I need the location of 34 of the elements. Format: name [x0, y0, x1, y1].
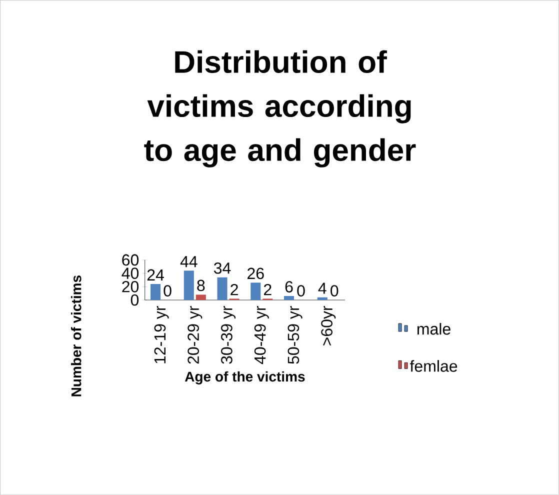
- bar: [150, 284, 161, 300]
- x-tick-label: 40-49 yr: [254, 306, 269, 364]
- bar: [196, 294, 206, 300]
- data-label: 0: [297, 285, 305, 297]
- y-axis-title: Number of victims: [70, 276, 82, 396]
- data-label: 24: [147, 269, 164, 280]
- data-label: 6: [285, 281, 293, 293]
- bar: [184, 270, 194, 300]
- bar: [217, 277, 228, 300]
- x-tick-label: 12-19 yr: [154, 306, 169, 364]
- data-label: 44: [180, 256, 198, 268]
- data-label: 4: [318, 282, 326, 294]
- x-tick-label: 20-29 yr: [188, 306, 202, 364]
- chart-title: Distribution of victims according to age and gender: [144, 50, 416, 168]
- y-tick-label: 60: [122, 254, 139, 266]
- x-tick-label: 30-39 yr: [221, 306, 236, 364]
- data-label: 0: [164, 285, 172, 297]
- y-tick-label: 40: [122, 268, 139, 280]
- bar: [250, 282, 261, 300]
- y-tick-label: 0: [130, 294, 139, 306]
- bar: [284, 296, 294, 300]
- x-axis-title: Age of the victims: [184, 371, 305, 384]
- x-tick-label: 50-59 yr: [288, 306, 302, 364]
- data-label: 26: [248, 268, 264, 280]
- data-label: 0: [330, 285, 338, 297]
- legend-label: male: [417, 322, 450, 335]
- bar: [317, 297, 328, 300]
- y-tick-label: 20: [122, 281, 139, 292]
- data-label: 2: [264, 284, 272, 296]
- legend-label: femlae: [410, 360, 458, 372]
- data-label: 8: [197, 280, 205, 292]
- data-label: 2: [230, 284, 238, 296]
- data-label: 34: [214, 262, 231, 274]
- x-tick-label: >60yr: [321, 306, 336, 346]
